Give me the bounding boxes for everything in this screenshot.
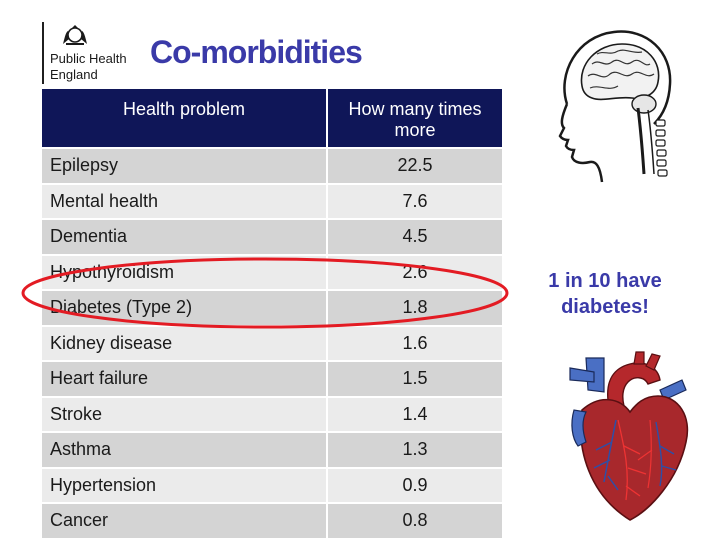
times-more-cell: 0.9 [328, 468, 502, 504]
table-row: Dementia 4.5 [42, 220, 502, 256]
times-more-cell: 1.4 [328, 397, 502, 433]
page-title: Co-morbidities [150, 34, 363, 70]
health-problem-cell: Hypothyroidism [42, 255, 328, 291]
health-problem-cell: Epilepsy [42, 149, 328, 185]
callout-line-2: diabetes! [561, 296, 649, 318]
table-row: Heart failure 1.5 [42, 362, 502, 398]
table-row: Hypothyroidism 2.6 [42, 255, 502, 291]
callout-line-1: 1 in 10 have [548, 270, 662, 292]
table-row: Asthma 1.3 [42, 433, 502, 469]
times-more-cell: 0.8 [328, 504, 502, 540]
royal-crest-icon [63, 25, 87, 45]
heart-illustration [569, 351, 689, 521]
table-row: Stroke 1.4 [42, 397, 502, 433]
health-problem-cell: Mental health [42, 184, 328, 220]
times-more-cell: 22.5 [328, 149, 502, 185]
column-header-times: How many times more [328, 89, 502, 149]
highlight-ellipse [21, 257, 509, 329]
table-body: Epilepsy 22.5 Mental health 7.6 Dementia 4.5 H… [42, 149, 502, 540]
comorbidity-table: Health problem How many times more Epile… [42, 89, 502, 540]
logo-divider [42, 22, 44, 84]
phe-logo: Public Health England [42, 22, 152, 86]
health-problem-cell: Cancer [42, 504, 328, 540]
times-more-cell: 4.5 [328, 220, 502, 256]
column-header-problem: Health problem [42, 89, 328, 149]
health-problem-cell: Heart failure [42, 362, 328, 398]
table-row: Epilepsy 22.5 [42, 149, 502, 185]
table-row: Hypertension 0.9 [42, 468, 502, 504]
health-problem-cell: Stroke [42, 397, 328, 433]
health-problem-cell: Diabetes (Type 2) [42, 291, 328, 327]
org-name: Public Health England [50, 51, 127, 82]
table-row: Kidney disease 1.6 [42, 326, 502, 362]
times-more-cell: 1.5 [328, 362, 502, 398]
times-more-cell: 1.3 [328, 433, 502, 469]
table-header-row: Health problem How many times more [42, 89, 502, 149]
health-problem-cell: Kidney disease [42, 326, 328, 362]
brain-head-illustration [558, 30, 672, 183]
health-problem-cell: Asthma [42, 433, 328, 469]
health-problem-cell: Hypertension [42, 468, 328, 504]
diabetes-callout: 1 in 10 have diabetes! [525, 268, 685, 320]
times-more-cell: 7.6 [328, 184, 502, 220]
table-row: Mental health 7.6 [42, 184, 502, 220]
table-row: Cancer 0.8 [42, 504, 502, 540]
times-more-cell: 1.6 [328, 326, 502, 362]
health-problem-cell: Dementia [42, 220, 328, 256]
